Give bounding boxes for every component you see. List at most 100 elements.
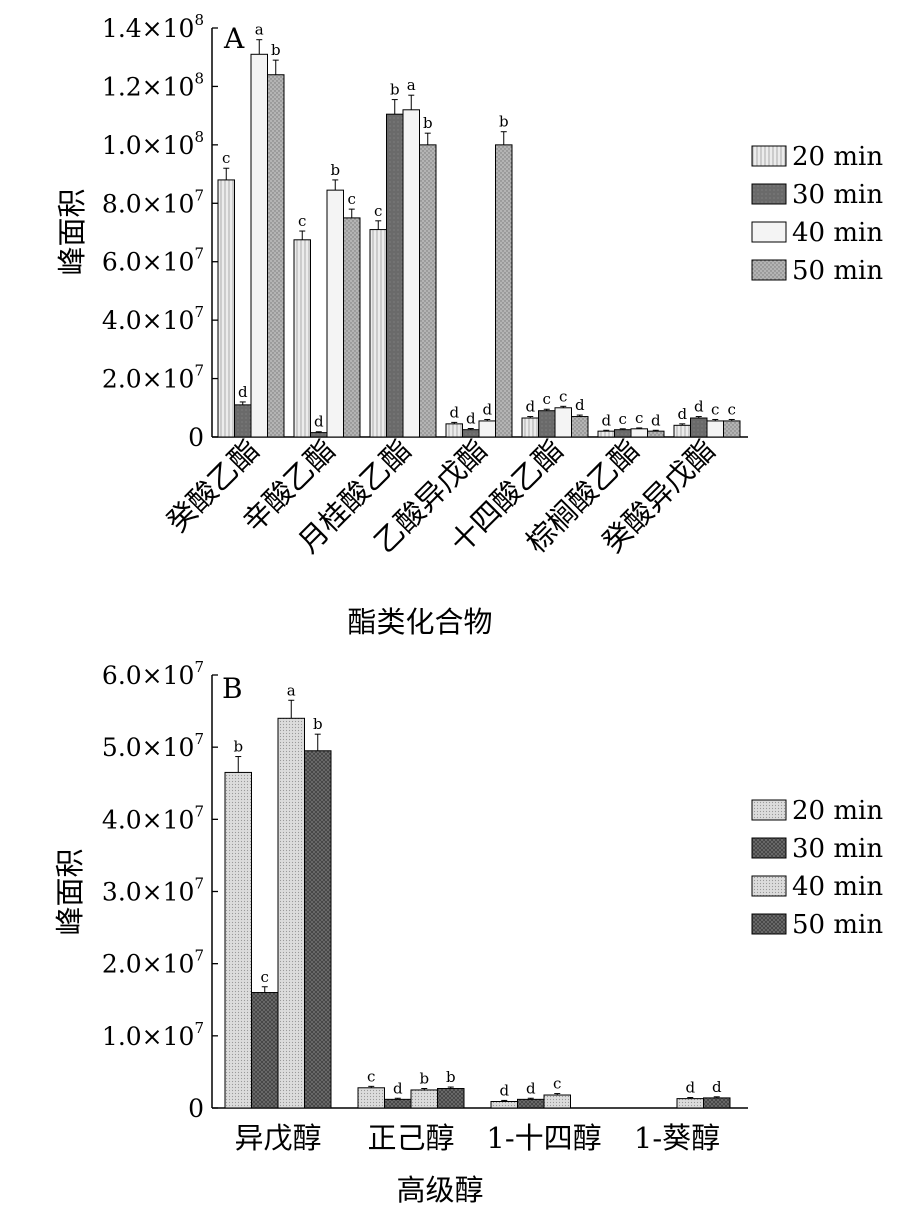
significance-label: d [651,411,661,429]
significance-label: b [419,1070,429,1088]
legend-swatch [751,183,787,205]
legend-swatch [751,837,787,859]
legend-label: 40 min [792,872,883,902]
bar [490,1101,518,1109]
bar [445,423,463,438]
legend-swatch [751,913,787,935]
significance-label: d [482,400,492,418]
y-tick-label: 1.2×108 [102,69,204,101]
significance-label: d [466,410,476,428]
legend-swatch [751,875,787,897]
significance-label: d [525,398,535,416]
bar [419,144,437,438]
bar [521,417,539,438]
bar [703,1097,731,1109]
bar [343,217,361,438]
significance-label: c [222,149,230,167]
bar [495,144,513,438]
bar [250,53,268,438]
y-tick-label: 4.0×107 [102,802,204,834]
bar [597,430,615,438]
x-axis-title: 高级醇 [396,1173,483,1207]
category-label: 1-葵醇 [634,1121,720,1155]
significance-label: c [298,212,306,230]
significance-label: c [728,400,736,418]
bar [706,420,724,438]
bar [386,113,404,438]
y-tick-label: 2.0×107 [102,362,204,394]
y-tick-label: 1.4×108 [102,11,204,43]
category-label: 异戊醇 [234,1121,321,1155]
significance-label: c [559,387,567,405]
significance-label: b [499,113,509,131]
significance-label: c [348,190,356,208]
bar [517,1098,545,1109]
bar [410,1089,438,1109]
significance-label: c [619,410,627,428]
y-tick-label: 5.0×107 [102,730,204,762]
legend-label: 30 min [792,180,883,210]
legend-swatch [751,145,787,167]
significance-label: d [685,1079,695,1097]
significance-label: c [374,202,382,220]
legend-label: 50 min [792,910,883,940]
bar [571,416,589,438]
significance-label: d [526,1079,536,1097]
bar [647,430,665,438]
significance-label: d [499,1081,509,1099]
significance-label: a [255,21,264,39]
y-tick-label: 1.0×108 [102,128,204,160]
significance-label: a [287,681,296,699]
y-tick-label: 1.0×107 [102,1019,204,1051]
bar [630,428,648,438]
chart-b: 0 1.0×107 2.0×107 3.0×107 4.0×107 5.0×107 6.0×… [53,658,883,1207]
significance-label: c [711,400,719,418]
significance-label: d [314,413,324,431]
significance-label: d [238,383,248,401]
bar [357,1087,385,1109]
significance-label: d [601,411,611,429]
y-axis-title: 峰面积 [53,848,87,935]
bar [402,109,420,438]
bar [723,420,741,438]
significance-label: c [635,409,643,427]
significance-label: d [712,1078,722,1096]
significance-label: b [446,1068,456,1086]
y-tick-label: 6.0×107 [102,658,204,690]
legend-swatch [751,259,787,281]
bar [369,229,387,438]
legend-label: 20 min [792,142,883,172]
bar [673,424,691,438]
legend-label: 50 min [792,256,883,286]
bar [437,1088,465,1109]
significance-label: b [313,715,323,733]
bar [543,1094,571,1109]
significance-label: b [423,114,433,132]
legend-label: 40 min [792,218,883,248]
legend-swatch [751,799,787,821]
bar [538,410,556,438]
bar [293,239,311,438]
x-axis-title: 酯类化合物 [347,605,492,639]
bar [267,74,285,438]
significance-label: d [575,396,585,414]
legend-swatch [751,221,787,243]
bar [251,992,279,1109]
y-tick-label: 6.0×107 [102,245,204,277]
significance-label: c [553,1075,561,1093]
bar [384,1098,412,1109]
legend-label: 20 min [792,796,883,826]
bar [224,771,252,1109]
y-tick-label: 8.0×107 [102,186,204,218]
y-axis-title: 峰面积 [55,188,89,275]
y-tick-label: 0 [188,423,204,452]
y-tick-label: 4.0×107 [102,303,204,335]
bar [304,750,332,1109]
category-label: 正己醇 [367,1121,454,1155]
y-tick-label: 3.0×107 [102,875,204,907]
panel-label: A [223,22,245,55]
bar [326,189,344,438]
significance-label: b [233,738,243,756]
bar [478,420,496,438]
bar [554,407,572,438]
